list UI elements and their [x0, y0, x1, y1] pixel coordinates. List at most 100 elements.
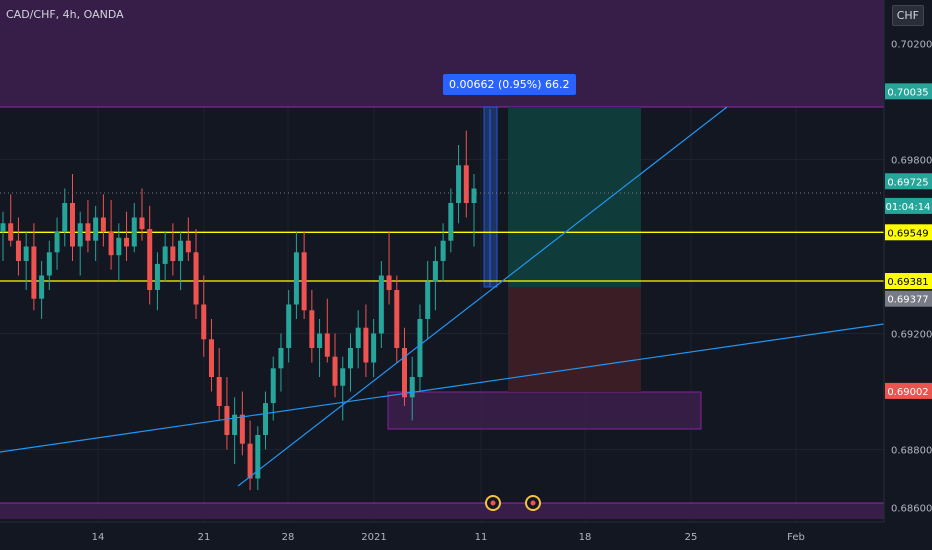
candle-body: [286, 304, 292, 348]
time-tick-label: Feb: [787, 532, 805, 543]
time-tick-label: 28: [282, 532, 295, 543]
price-tick-label: 0.69200: [891, 330, 932, 341]
currency-badge[interactable]: CHF: [891, 5, 924, 26]
candle-body: [355, 327, 361, 348]
price-tag-box: [885, 197, 932, 214]
price-tag-box: [885, 382, 932, 399]
stop-loss-area: [508, 287, 641, 392]
candle-body: [255, 435, 261, 479]
candle-body: [139, 217, 145, 230]
candle-body: [471, 188, 477, 203]
demand-zone-box: [387, 391, 702, 430]
candle-body: [154, 263, 160, 290]
candle-body: [317, 333, 323, 348]
candle-body: [432, 261, 438, 282]
candle-body: [147, 229, 153, 290]
candle-body: [124, 237, 130, 247]
candle-body: [85, 223, 91, 241]
candle-body: [293, 252, 299, 305]
ascending-trendline-shallow[interactable]: [0, 323, 885, 453]
candle-body: [463, 165, 469, 203]
time-tick-label: 2021: [361, 532, 386, 543]
candle-body: [0, 223, 6, 232]
candle-body: [178, 240, 184, 261]
candle-body: [378, 275, 384, 334]
time-axis[interactable]: [0, 522, 932, 550]
price-tag-label: 0.70035: [887, 87, 928, 98]
symbol-title[interactable]: CAD/CHF, 4h, OANDA: [6, 8, 124, 21]
time-tick-label: 21: [198, 532, 211, 543]
candle-body: [39, 275, 45, 299]
price-tick-label: 0.69800: [891, 156, 932, 167]
candle-body: [216, 377, 222, 406]
candle-body: [23, 246, 29, 261]
candle-body: [162, 246, 168, 264]
candle-body: [232, 414, 238, 435]
event-markers[interactable]: [485, 495, 541, 511]
time-tick-label: 14: [92, 532, 105, 543]
candle-body: [8, 223, 14, 241]
candle-body: [31, 246, 37, 299]
candle-body: [417, 319, 423, 377]
candle-body: [185, 240, 191, 253]
bottom-support-zone: [0, 503, 884, 519]
candle-body: [116, 237, 122, 256]
time-axis-ticks: 14 21 28 2021 11 18 25 Feb: [92, 532, 805, 543]
candle-body: [208, 339, 214, 377]
candle-body: [278, 348, 284, 369]
ascending-trendline-steep[interactable]: [237, 106, 728, 487]
candle-body: [108, 232, 114, 256]
price-tick-label: 0.68800: [891, 446, 932, 457]
candle-body: [54, 232, 60, 253]
candle-body: [340, 368, 346, 386]
price-tick-label: 0.68600: [891, 504, 932, 515]
candle-body: [402, 348, 408, 398]
candle-body: [15, 240, 21, 261]
candle-body: [263, 403, 269, 435]
candle-body: [363, 327, 369, 363]
candle-body: [309, 310, 315, 348]
candle-body: [270, 368, 276, 404]
candle-body: [301, 252, 307, 311]
price-axis-ticks: 0.70200 0.69800 0.69200 0.68800 0.68600: [891, 40, 932, 515]
candle-body: [93, 217, 99, 241]
time-tick-label: 18: [579, 532, 592, 543]
candle-body: [46, 252, 52, 276]
candle-body: [425, 281, 431, 319]
candle-body: [224, 406, 230, 435]
candle-body: [386, 275, 392, 290]
candle-body: [448, 203, 454, 241]
price-tag-label: 0.69381: [887, 277, 928, 288]
price-tick-label: 0.70200: [891, 40, 932, 51]
candle-body: [371, 333, 377, 363]
top-resistance-zone: [0, 0, 884, 107]
event-marker-dot: [530, 500, 536, 506]
candle-body: [100, 217, 106, 232]
candle-body: [247, 443, 253, 479]
event-marker-dot: [490, 500, 496, 506]
price-tag-box: [885, 273, 932, 290]
price-tag-label: 0.69002: [887, 387, 928, 398]
price-tag-label: 0.69549: [887, 228, 928, 239]
price-tag-box: [885, 173, 932, 190]
candle-body: [131, 217, 137, 247]
price-tags: 0.70035 0.69725 01:04:14 0.69549 0.69381 0.69…: [885, 83, 932, 399]
price-tag-box: [885, 224, 932, 241]
candle-body: [409, 377, 415, 398]
price-tag-box: [885, 83, 932, 100]
candle-body: [440, 240, 446, 261]
price-tag-label: 01:04:14: [886, 202, 931, 213]
price-tag-label: 0.69377: [887, 295, 928, 306]
candle-body: [324, 333, 330, 357]
take-profit-area: [508, 107, 641, 287]
time-tick-label: 11: [475, 532, 488, 543]
measure-label: 0.00662 (0.95%) 66.2: [443, 74, 576, 95]
candle-body: [332, 356, 338, 386]
candle-body: [201, 304, 207, 340]
candle-body: [394, 290, 400, 348]
candle-body: [347, 348, 353, 369]
candle-body: [170, 246, 176, 261]
time-tick-label: 25: [685, 532, 698, 543]
candle-body: [456, 165, 462, 203]
candle-body: [77, 223, 83, 247]
